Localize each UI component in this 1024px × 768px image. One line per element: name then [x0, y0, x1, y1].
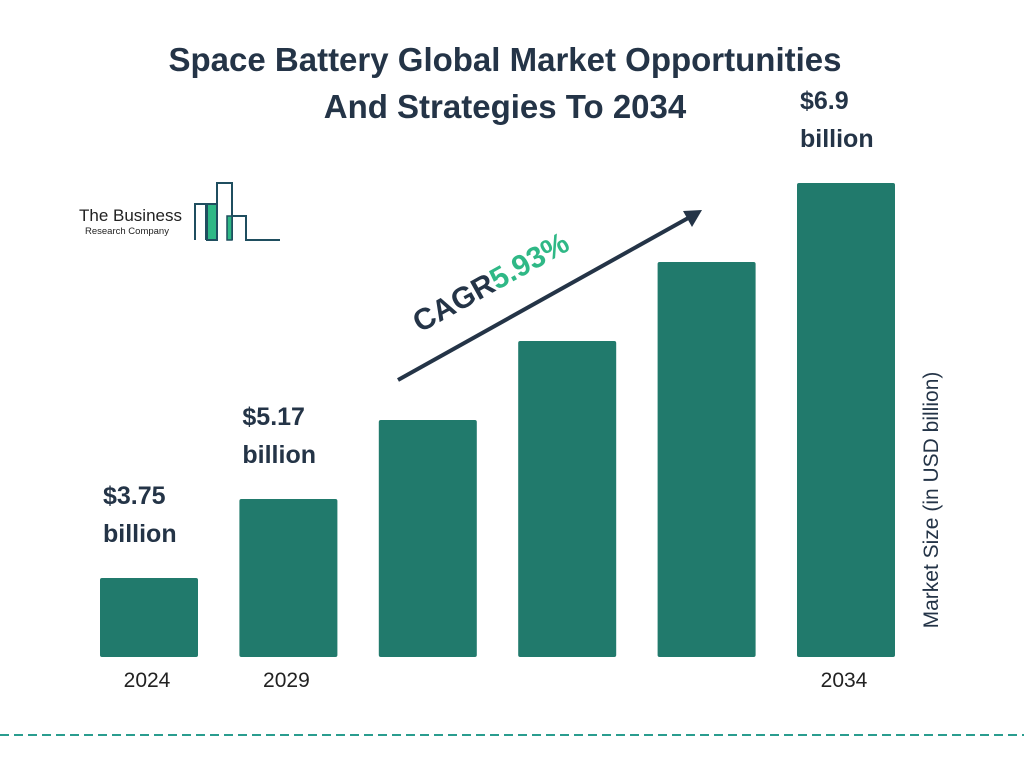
title-line-2: And Strategies To 2034 [323, 88, 687, 125]
bar-unlabeled-4 [657, 262, 756, 657]
bar-2034 [797, 183, 895, 657]
data-label: $6.9 [800, 87, 849, 115]
data-label: billion [103, 520, 177, 548]
logo-text: The Business [79, 206, 182, 225]
bar-2029 [239, 499, 338, 657]
chart-title: Space Battery Global Market Opportunitie… [0, 36, 1010, 130]
cagr-value: 5.93% [484, 226, 574, 296]
x-tick-label: 2029 [263, 669, 310, 692]
title-line-1: Space Battery Global Market Opportunitie… [168, 41, 842, 78]
y-axis-label: Market Size (in USD billion) [920, 371, 943, 629]
bar-unlabeled-2 [378, 420, 477, 657]
data-label: billion [242, 441, 316, 469]
logo-subtext: Research Company [85, 226, 169, 237]
data-label: $3.75 [103, 482, 166, 510]
bar-2024 [100, 578, 198, 657]
cagr-arrow [397, 210, 702, 382]
bar-unlabeled-3 [518, 341, 617, 657]
data-label: $5.17 [242, 403, 305, 431]
x-tick-label: 2034 [821, 669, 868, 692]
x-tick-label: 2024 [124, 669, 171, 692]
logo-icon [194, 182, 280, 241]
data-label: billion [800, 125, 874, 153]
